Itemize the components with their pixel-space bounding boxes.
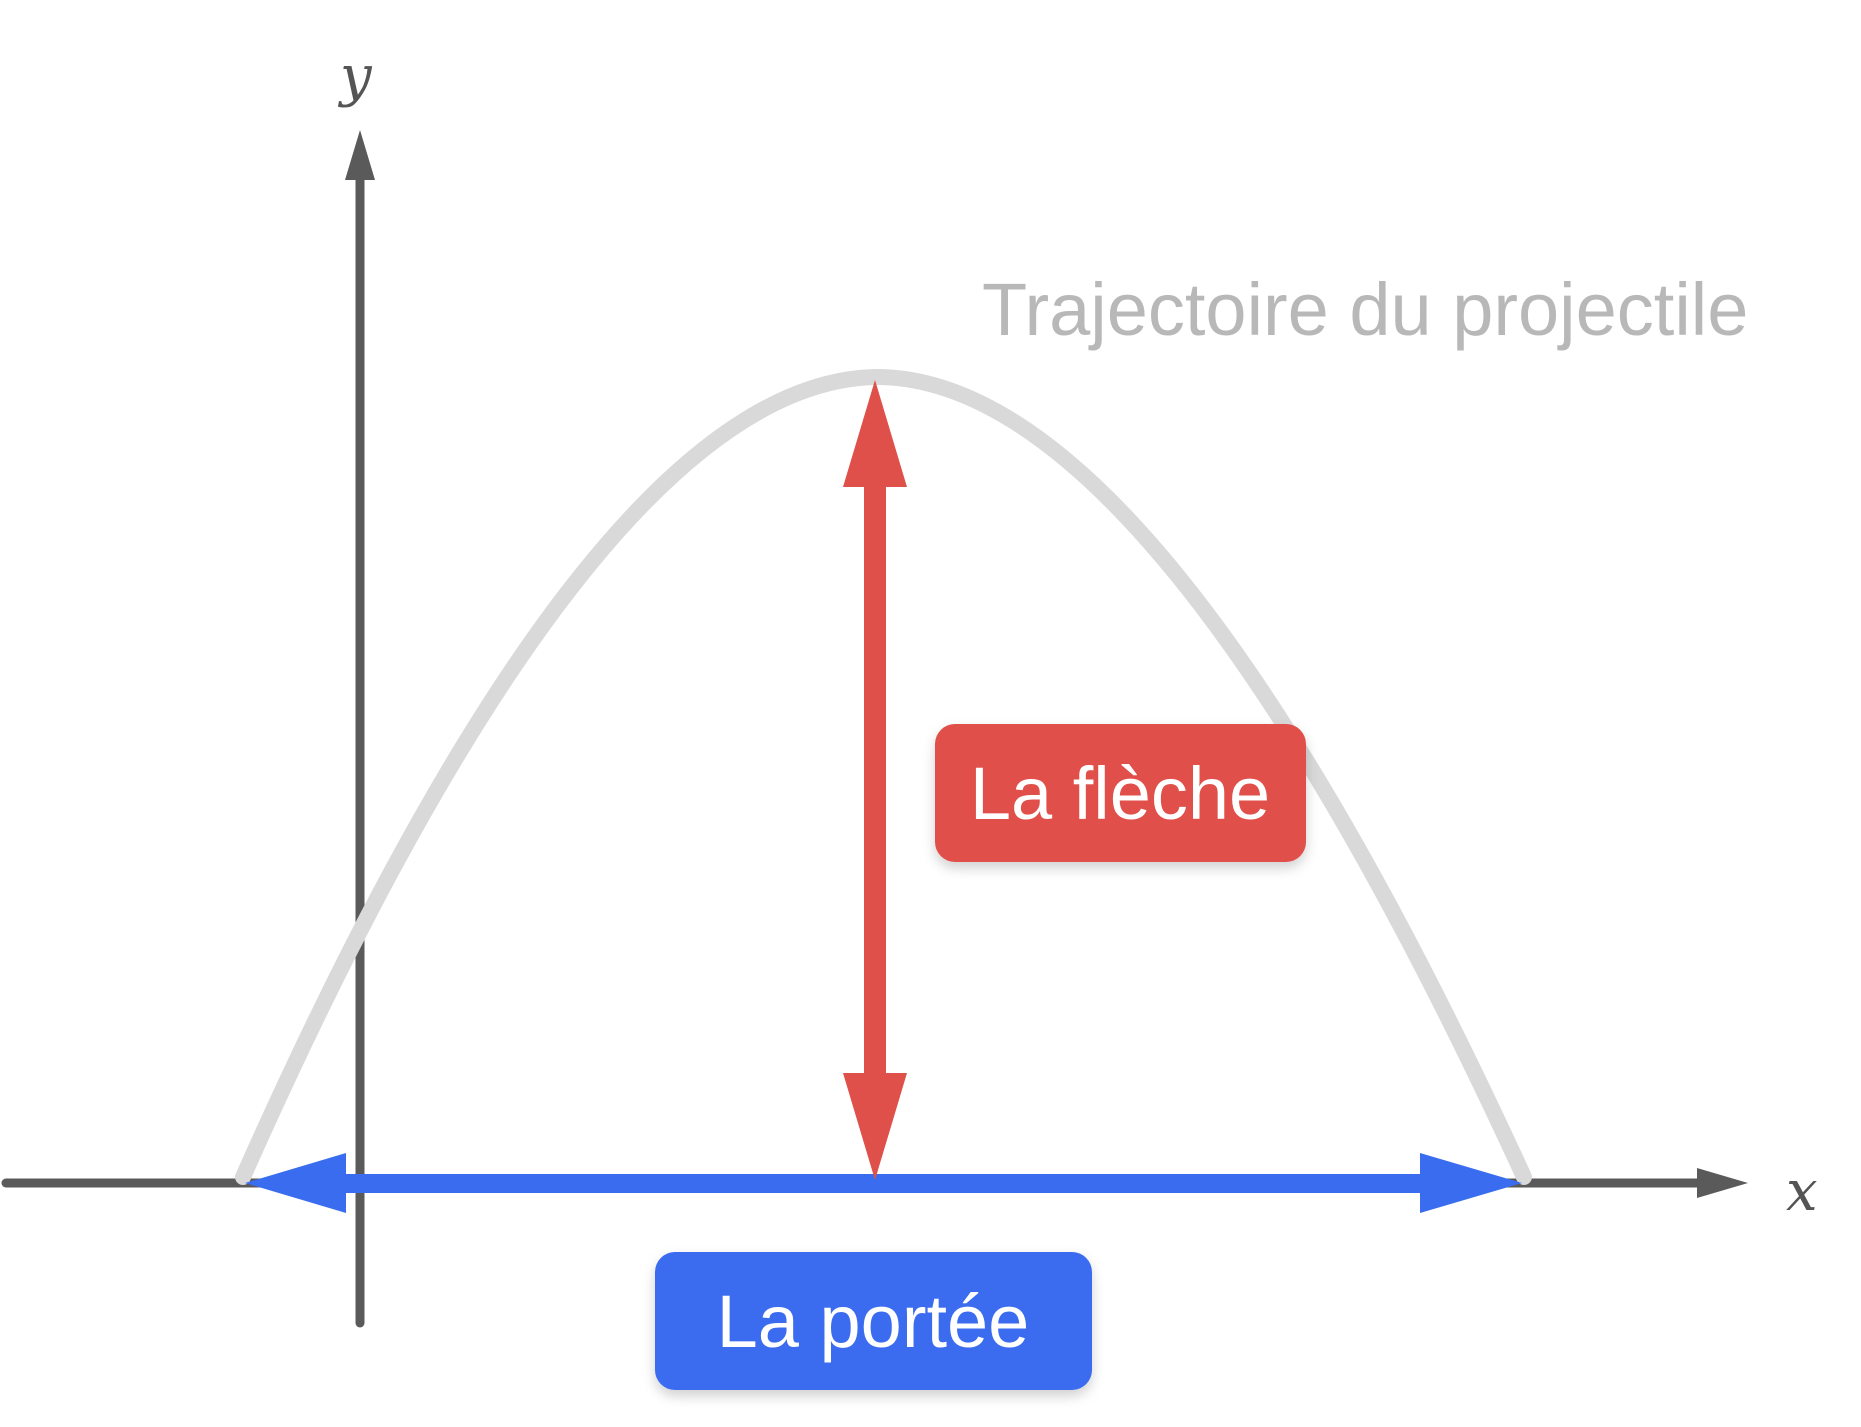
range-arrow-left-head <box>245 1153 346 1213</box>
height-label-text: La flèche <box>970 752 1270 835</box>
y-axis-arrowhead <box>345 130 375 180</box>
axes: x y <box>1 44 1818 1328</box>
range-label-box <box>655 1252 1092 1390</box>
height-arrow-top-head <box>843 380 907 487</box>
range-label-text: La portée <box>717 1280 1030 1363</box>
height-arrow-bottom-head <box>843 1073 907 1180</box>
range-arrow <box>245 1153 1522 1213</box>
trajectory-label: Trajectoire du projectile <box>982 268 1748 351</box>
height-arrow-shaft <box>864 480 886 1080</box>
range-arrow-shaft <box>340 1174 1424 1193</box>
x-axis-arrowhead <box>1697 1168 1748 1198</box>
height-label-box <box>935 724 1306 862</box>
height-arrow <box>843 380 907 1180</box>
y-axis-label: y <box>337 44 373 109</box>
x-axis-label: x <box>1786 1159 1818 1224</box>
range-arrow-right-head <box>1420 1153 1522 1213</box>
